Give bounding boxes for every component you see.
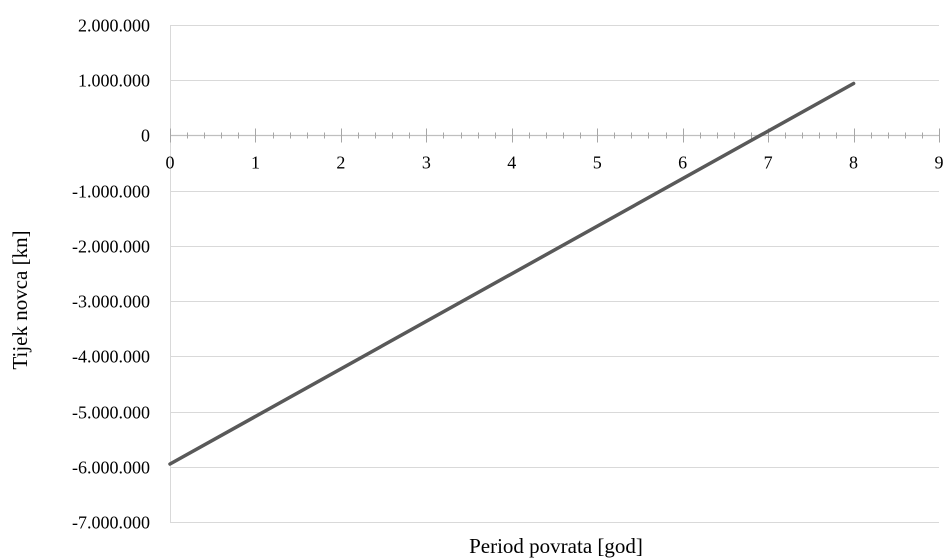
x-tick-label: 4 <box>507 153 516 173</box>
y-tick-label: -3.000.000 <box>72 292 150 312</box>
y-tick-label: 1.000.000 <box>78 71 150 91</box>
axes <box>170 25 940 522</box>
y-tick-label: -5.000.000 <box>72 403 150 423</box>
y-tick-label: 2.000.000 <box>78 16 150 36</box>
x-tick-label: 9 <box>935 153 944 173</box>
y-tick-label: -4.000.000 <box>72 347 150 367</box>
x-tick-label: 7 <box>764 153 773 173</box>
x-tick-label: 2 <box>336 153 345 173</box>
y-axis-title: Tijek novca [kn] <box>8 230 32 369</box>
series-line <box>168 81 856 466</box>
gridlines <box>170 25 939 523</box>
y-tick-label: -6.000.000 <box>72 458 150 478</box>
y-tick-label: -1.000.000 <box>72 182 150 202</box>
x-tick-label: 1 <box>251 153 260 173</box>
x-tick-label: 5 <box>593 153 602 173</box>
x-tick-label: 8 <box>849 153 858 173</box>
series-layer <box>168 81 856 466</box>
x-tick-label: 6 <box>678 153 687 173</box>
x-tick-label: 3 <box>422 153 431 173</box>
y-tick-label: 0 <box>141 126 150 146</box>
y-tick-label: -7.000.000 <box>72 513 150 533</box>
x-tick-label: 0 <box>166 153 175 173</box>
tick-labels: 2.000.000 1.000.000 0 -1.000.000 -2.000.000 -… <box>72 16 944 533</box>
y-tick-label: -2.000.000 <box>72 237 150 257</box>
x-axis-title: Period povrata [god] <box>469 534 643 558</box>
